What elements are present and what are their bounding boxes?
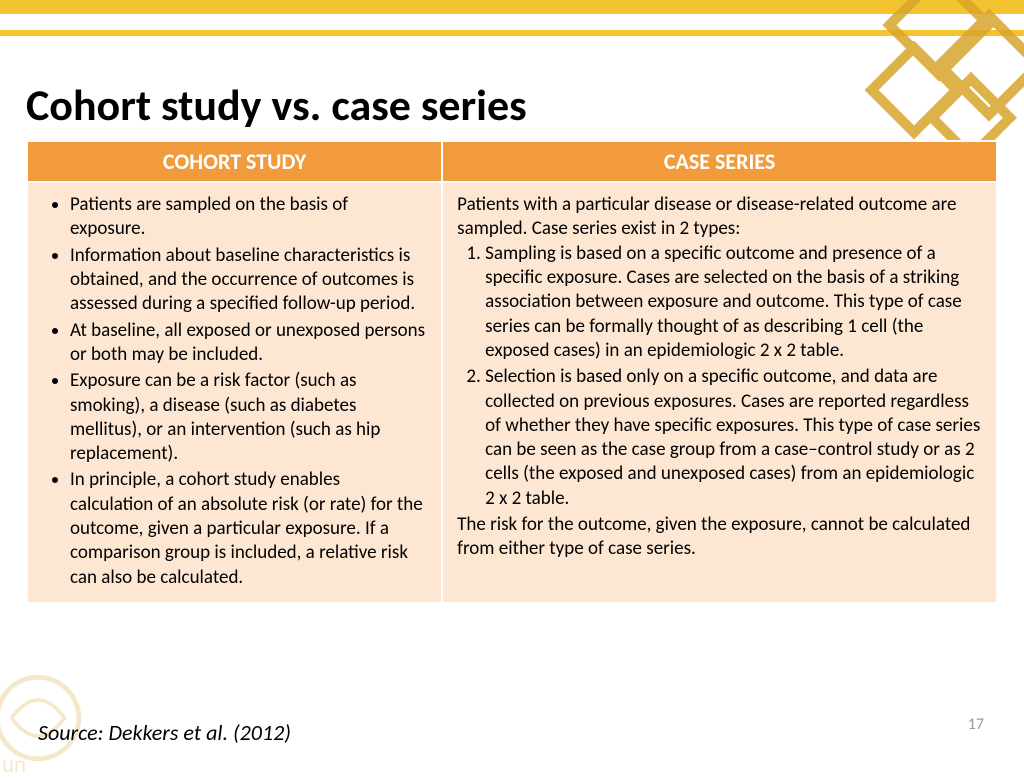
table-body-row: Patients are sampled on the basis of exp…: [27, 182, 997, 603]
header-case-series: CASE SERIES: [442, 141, 997, 182]
table-header-row: COHORT STUDY CASE SERIES: [27, 141, 997, 182]
list-item: In principle, a cohort study enables cal…: [70, 468, 427, 590]
page-number: 17: [968, 715, 984, 734]
cell-case-series: Patients with a particular disease or di…: [442, 182, 997, 603]
page-title: Cohort study vs. case series: [26, 78, 527, 132]
list-item: At baseline, all exposed or unexposed pe…: [70, 319, 427, 368]
header-cohort: COHORT STUDY: [27, 141, 442, 182]
list-item: Selection is based only on a specific ou…: [485, 365, 982, 511]
watermark-logo-icon: un: [0, 658, 110, 778]
cell-cohort: Patients are sampled on the basis of exp…: [27, 182, 442, 603]
list-item: Information about baseline characteristi…: [70, 244, 427, 317]
case-series-footer: The risk for the outcome, given the expo…: [457, 513, 982, 562]
comparison-table: COHORT STUDY CASE SERIES Patients are sa…: [26, 140, 998, 604]
list-item: Exposure can be a risk factor (such as s…: [70, 369, 427, 466]
svg-text:un: un: [2, 752, 26, 777]
case-series-ordered-list: Sampling is based on a specific outcome …: [457, 242, 982, 511]
case-series-intro: Patients with a particular disease or di…: [457, 193, 982, 242]
source-citation: Source: Dekkers et al. (2012): [38, 719, 291, 746]
list-item: Patients are sampled on the basis of exp…: [70, 193, 427, 242]
list-item: Sampling is based on a specific outcome …: [485, 242, 982, 364]
cohort-bullet-list: Patients are sampled on the basis of exp…: [42, 193, 427, 590]
